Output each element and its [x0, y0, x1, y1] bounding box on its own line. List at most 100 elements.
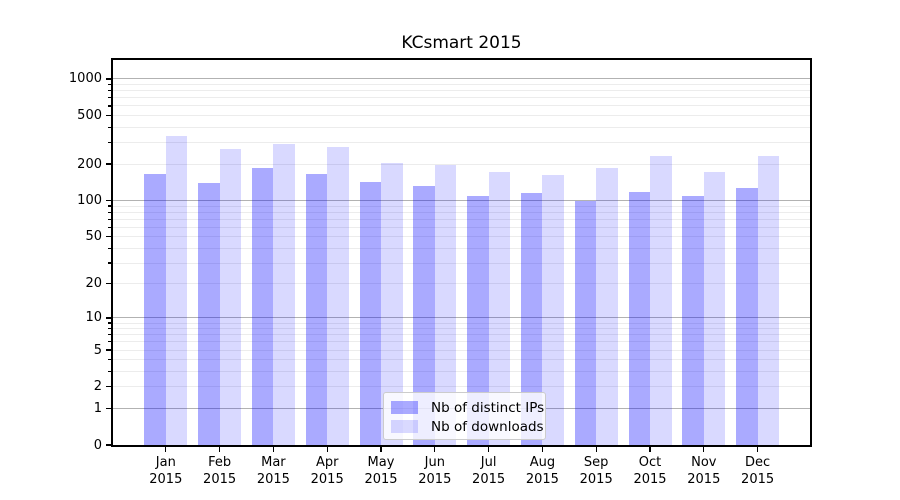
x-tick: [434, 447, 436, 452]
y-minor-tick: [108, 322, 111, 324]
y-tick: [106, 78, 111, 80]
x-tick-year: 2015: [310, 472, 344, 487]
bar-distinct-ips-oct: [628, 191, 650, 445]
y-tick-label: 5: [93, 342, 102, 358]
x-tick: [649, 447, 651, 452]
y-tick: [106, 163, 111, 165]
minor-gridline: [113, 334, 810, 336]
x-tick-label: Jun 2015: [405, 454, 465, 488]
x-tick-year: 2015: [633, 472, 667, 487]
bar-distinct-ips-jul: [467, 195, 489, 445]
y-tick-label: 0: [93, 437, 102, 453]
x-tick-label: May 2015: [351, 454, 411, 488]
minor-gridline: [113, 97, 810, 99]
bar-distinct-ips-apr: [305, 174, 328, 445]
bar-distinct-ips-aug: [520, 193, 543, 445]
x-tick: [488, 447, 490, 452]
x-tick-year: 2015: [687, 472, 721, 487]
minor-gridline: [113, 247, 810, 249]
x-tick: [219, 447, 221, 452]
y-minor-tick: [108, 83, 111, 86]
y-minor-tick: [108, 247, 111, 249]
y-minor-tick: [108, 205, 111, 207]
x-tick-month: Jul: [480, 455, 497, 470]
bar-downloads-jul: [488, 171, 511, 445]
minor-gridline: [113, 322, 810, 324]
major-gridline: [113, 199, 810, 201]
x-tick-month: May: [367, 455, 395, 470]
bar-downloads-jun: [434, 164, 457, 445]
x-tick-year: 2015: [149, 472, 183, 487]
minor-gridline: [113, 218, 810, 220]
y-tick: [106, 444, 111, 446]
y-tick-label: 500: [77, 108, 102, 124]
y-minor-tick: [108, 327, 111, 330]
x-tick-label: Apr 2015: [297, 454, 357, 488]
legend-label-downloads: Nb of downloads: [431, 418, 544, 435]
bar-downloads-mar: [273, 144, 295, 445]
plot-area: 0 1 2 5 10 20 50 100 200 500 1000 Jan 2015 Feb 2015 Mar…: [69, 58, 812, 487]
bar-distinct-ips-feb: [198, 182, 220, 445]
bar-distinct-ips-nov: [682, 196, 704, 445]
x-tick-month: Dec: [745, 455, 771, 470]
x-tick-month: Jan: [155, 455, 176, 470]
minor-gridline: [113, 262, 810, 264]
y-minor-tick: [108, 142, 111, 144]
x-tick-year: 2015: [203, 472, 237, 487]
x-tick-year: 2015: [741, 472, 775, 487]
bar-downloads-apr: [327, 147, 349, 445]
x-tick: [541, 447, 543, 452]
minor-gridline: [113, 283, 810, 285]
bar-downloads-sep: [596, 167, 618, 445]
y-tick-label: 2: [93, 379, 102, 395]
minor-gridline: [113, 359, 810, 361]
x-tick-month: Aug: [529, 455, 556, 470]
bar-downloads-dec: [757, 156, 780, 445]
bar-downloads-may: [381, 162, 403, 445]
minor-gridline: [113, 142, 810, 144]
bar-distinct-ips-mar: [251, 167, 274, 445]
minor-gridline: [113, 371, 810, 373]
x-tick-year: 2015: [418, 472, 452, 487]
y-minor-tick: [108, 226, 111, 228]
x-tick-year: 2015: [256, 472, 290, 487]
bar-downloads-aug: [542, 174, 564, 445]
minor-gridline: [113, 163, 810, 165]
x-tick-year: 2015: [525, 472, 559, 487]
x-tick-month: Oct: [638, 455, 662, 470]
x-tick: [272, 447, 274, 452]
y-tick-label: 20: [85, 276, 102, 292]
y-tick: [106, 283, 111, 285]
y-tick-label: 100: [77, 192, 102, 208]
minor-gridline: [113, 328, 810, 330]
x-tick: [380, 447, 382, 452]
minor-gridline: [113, 341, 810, 343]
y-minor-tick: [108, 370, 111, 373]
minor-gridline: [113, 105, 810, 107]
y-tick-label: 50: [85, 229, 102, 245]
y-tick-label: 200: [77, 156, 102, 172]
bar-downloads-feb: [219, 149, 242, 445]
y-tick: [106, 349, 111, 351]
legend-swatch-distinct-ips: [391, 401, 418, 414]
legend: Nb of distinct IPs Nb of downloads: [383, 392, 546, 440]
y-minor-tick: [108, 341, 111, 343]
bar-distinct-ips-dec: [736, 188, 758, 445]
minor-gridline: [113, 115, 810, 117]
x-tick-year: 2015: [472, 472, 506, 487]
y-tick: [106, 407, 111, 409]
y-tick: [106, 386, 111, 388]
minor-gridline: [113, 386, 810, 388]
y-minor-tick: [108, 105, 111, 107]
y-minor-tick: [108, 262, 111, 264]
y-minor-tick: [108, 211, 111, 213]
major-gridline: [113, 317, 810, 319]
x-tick-month: Jun: [424, 455, 445, 470]
major-gridline: [113, 78, 810, 80]
x-tick-year: 2015: [579, 472, 613, 487]
y-minor-tick: [108, 126, 111, 129]
minor-gridline: [113, 84, 810, 86]
y-tick-label: 10: [85, 310, 102, 326]
x-tick-label: Mar 2015: [243, 454, 303, 488]
